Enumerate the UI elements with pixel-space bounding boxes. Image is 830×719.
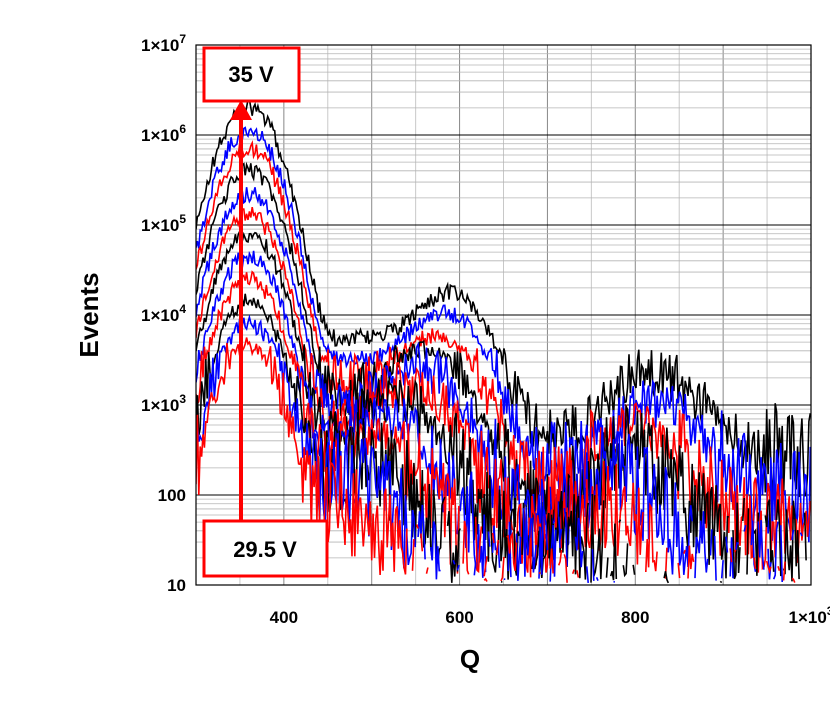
y-tick-label: 100 (158, 486, 186, 505)
series-line (196, 139, 811, 573)
x-tick-labels: 400 600 800 1×103 (270, 604, 830, 627)
annotation-box-bottom (202, 519, 329, 578)
annotation-top-label: 35 V (228, 62, 274, 87)
x-tick-label: 800 (621, 608, 649, 627)
annotation-bottom-label: 29.5 V (233, 537, 297, 562)
series-line (196, 337, 488, 582)
series-line (196, 126, 811, 543)
y-tick-label: 1×106 (141, 122, 186, 145)
annotation-arrow-head (230, 100, 252, 120)
y-tick-label: 1×104 (141, 302, 186, 325)
x-tick-label: 400 (270, 608, 298, 627)
series-layer (196, 98, 811, 583)
x-tick-label: 600 (445, 608, 473, 627)
y-tick-label: 10 (167, 576, 186, 595)
y-tick-label: 1×107 (141, 32, 186, 55)
y-axis-title: Events (74, 272, 104, 357)
plot-frame (195, 44, 812, 586)
x-tick-label: 1×103 (789, 604, 830, 627)
annotation-box-top (202, 46, 301, 103)
y-tick-label: 1×103 (141, 392, 186, 415)
y-tick-labels: 10 100 1×103 1×104 1×105 1×106 1×107 (141, 32, 186, 595)
x-axis-title: Q (460, 644, 480, 674)
y-tick-label: 1×105 (141, 212, 186, 235)
series-line (196, 98, 811, 500)
annotation-layer: 35 V 29.5 V (202, 46, 329, 578)
